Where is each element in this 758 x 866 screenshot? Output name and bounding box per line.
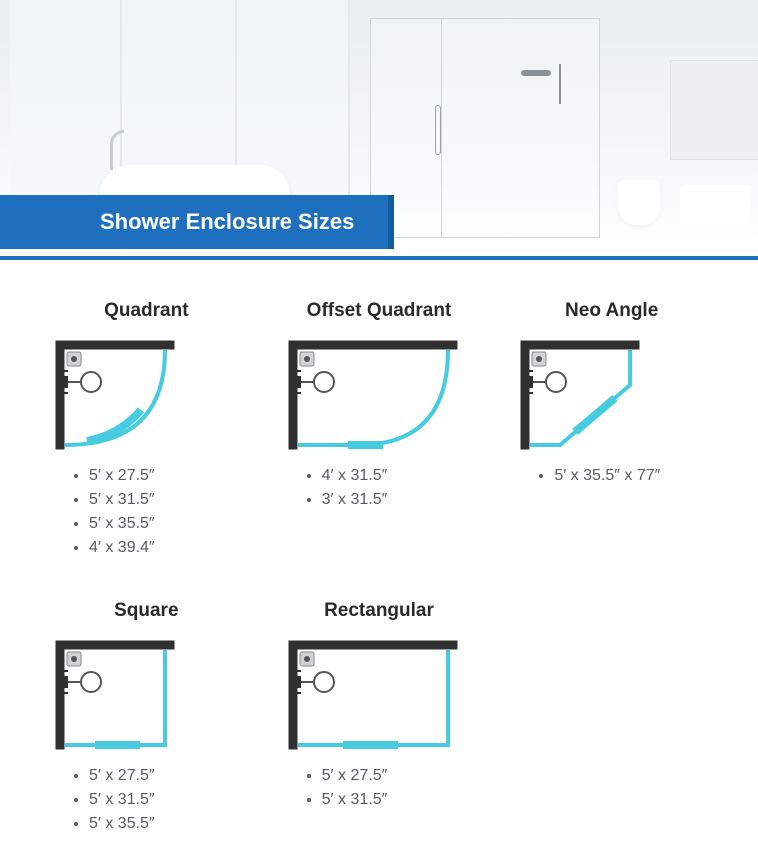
enclosure-rectangular: Rectangular 5′ x 27.5″5′ x 31.5″ — [288, 600, 471, 836]
size-item: 4′ x 31.5″ — [322, 464, 471, 488]
hero: Shower Enclosure Sizes — [0, 0, 758, 260]
size-item: 5′ x 35.5″ x 77″ — [554, 464, 703, 488]
hero-banner: Shower Enclosure Sizes — [0, 195, 394, 249]
diagram-offset-quadrant-icon — [288, 340, 458, 450]
diagram-square-icon — [55, 640, 175, 750]
enclosure-neo-angle: Neo Angle 5′ x 35.5″ x 77″ — [520, 300, 703, 560]
size-item: 5′ x 31.5″ — [89, 788, 238, 812]
size-item: 5′ x 35.5″ — [89, 812, 238, 836]
size-item: 5′ x 27.5″ — [89, 764, 238, 788]
enclosure-grid: Quadrant 5′ x 27.5″5′ x 31.5″5′ x 35.5″4… — [0, 260, 758, 866]
enclosure-quadrant: Quadrant 5′ x 27.5″5′ x 31.5″5′ x 35.5″4… — [55, 300, 238, 560]
diagram-quadrant-icon — [55, 340, 175, 450]
size-item: 4′ x 39.4″ — [89, 536, 238, 560]
size-item: 5′ x 27.5″ — [89, 464, 238, 488]
enclosure-title: Offset Quadrant — [288, 300, 471, 322]
size-list: 5′ x 35.5″ x 77″ — [520, 464, 703, 488]
size-list: 5′ x 27.5″5′ x 31.5″5′ x 35.5″ — [55, 764, 238, 836]
size-item: 5′ x 31.5″ — [89, 488, 238, 512]
size-list: 5′ x 27.5″5′ x 31.5″5′ x 35.5″4′ x 39.4″ — [55, 464, 238, 560]
enclosure-square: Square 5′ x 27.5″5′ x 31.5″5′ x 35.5″ — [55, 600, 238, 836]
enclosure-title: Neo Angle — [520, 300, 703, 322]
enclosure-title: Square — [55, 600, 238, 622]
diagram-rectangular-icon — [288, 640, 458, 750]
enclosure-offset-quadrant: Offset Quadrant 4′ x 31.5″3′ x 31.5″ — [288, 300, 471, 560]
size-item: 5′ x 27.5″ — [322, 764, 471, 788]
enclosure-title: Rectangular — [288, 600, 471, 622]
size-list: 4′ x 31.5″3′ x 31.5″ — [288, 464, 471, 512]
enclosure-title: Quadrant — [55, 300, 238, 322]
size-item: 3′ x 31.5″ — [322, 488, 471, 512]
size-item: 5′ x 31.5″ — [322, 788, 471, 812]
diagram-neo-angle-icon — [520, 340, 640, 450]
size-item: 5′ x 35.5″ — [89, 512, 238, 536]
size-list: 5′ x 27.5″5′ x 31.5″ — [288, 764, 471, 812]
hero-title: Shower Enclosure Sizes — [100, 209, 354, 234]
